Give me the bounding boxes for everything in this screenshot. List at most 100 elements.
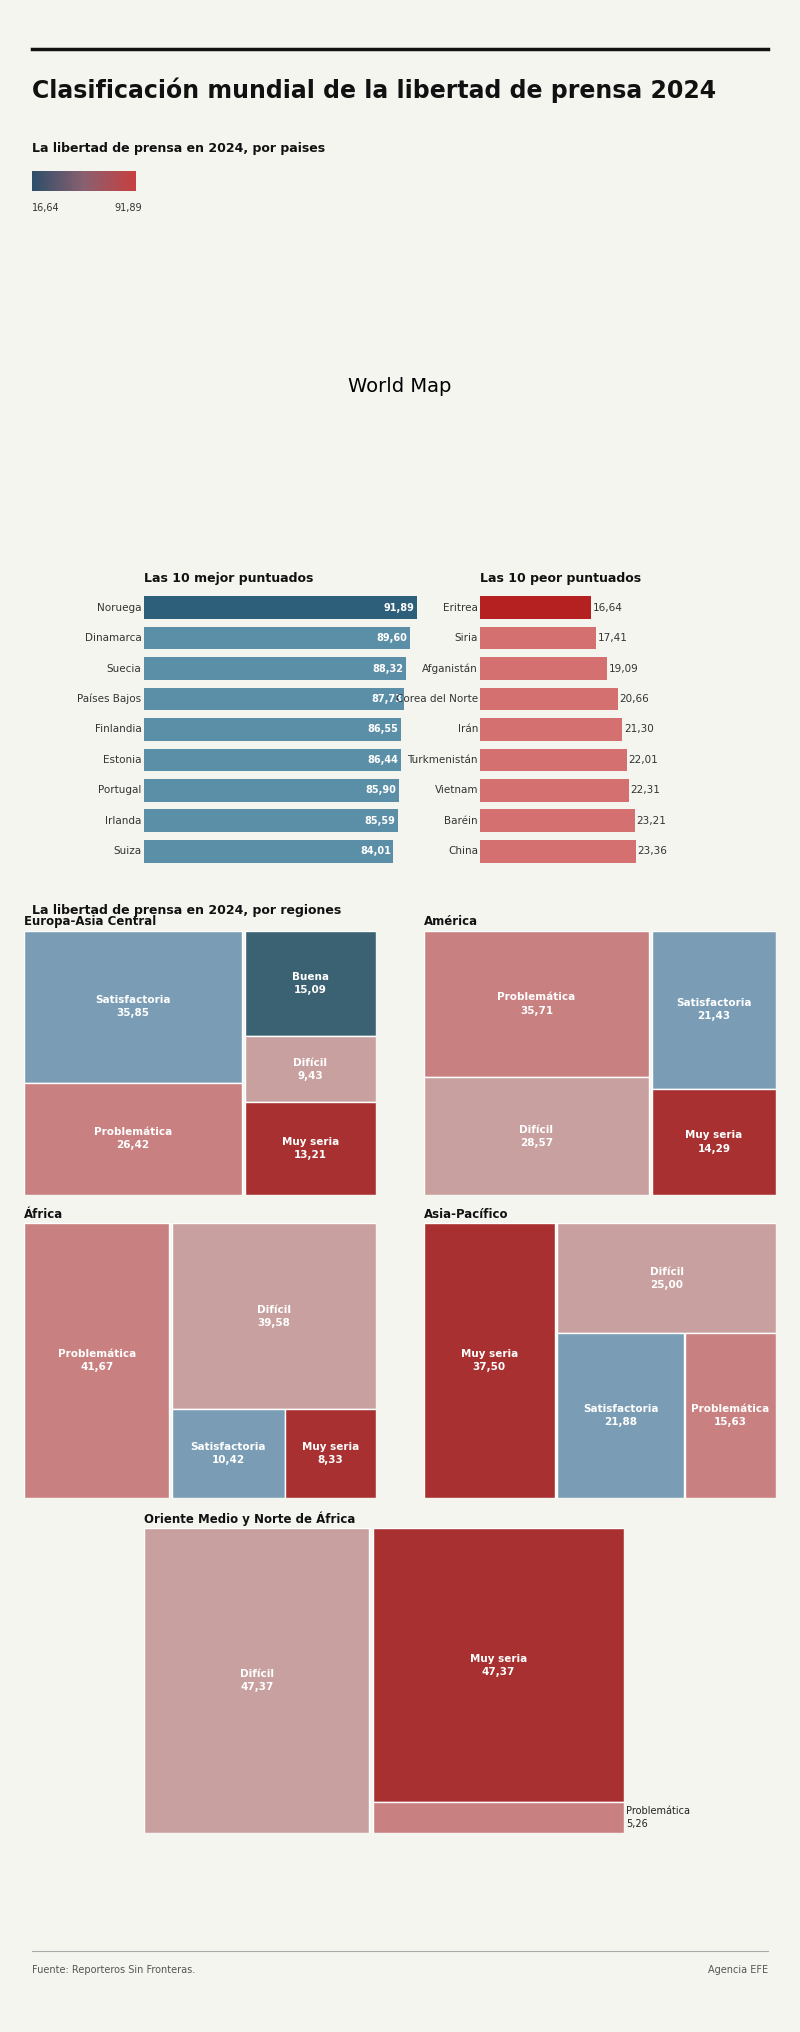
- Bar: [144, 809, 398, 833]
- Text: Satisfactoria
21,88: Satisfactoria 21,88: [583, 1404, 658, 1426]
- Bar: [480, 809, 634, 833]
- Text: 91,89: 91,89: [114, 203, 142, 213]
- Text: Irán: Irán: [458, 725, 478, 734]
- Bar: [144, 626, 410, 650]
- Bar: [424, 931, 649, 1077]
- Text: Fuente: Reporteros Sin Fronteras.: Fuente: Reporteros Sin Fronteras.: [32, 1965, 195, 1975]
- Text: Agencia EFE: Agencia EFE: [708, 1965, 768, 1975]
- Bar: [144, 748, 401, 772]
- Text: Satisfactoria
35,85: Satisfactoria 35,85: [95, 996, 170, 1018]
- Text: Oriente Medio y Norte de África: Oriente Medio y Norte de África: [144, 1512, 355, 1526]
- Text: 84,01: 84,01: [360, 847, 391, 855]
- Text: 17,41: 17,41: [598, 634, 628, 642]
- Bar: [652, 931, 776, 1089]
- Bar: [480, 687, 618, 711]
- Text: Difícil
47,37: Difícil 47,37: [240, 1668, 274, 1693]
- Bar: [24, 931, 242, 1083]
- Bar: [480, 595, 591, 620]
- Text: 91,89: 91,89: [383, 604, 414, 612]
- Bar: [286, 1410, 376, 1498]
- Bar: [245, 1101, 376, 1195]
- Text: China: China: [448, 847, 478, 855]
- Text: Las 10 peor puntuados: Las 10 peor puntuados: [480, 573, 641, 585]
- Text: Muy seria
8,33: Muy seria 8,33: [302, 1443, 359, 1465]
- Text: Problemática
35,71: Problemática 35,71: [498, 992, 575, 1016]
- Bar: [652, 1089, 776, 1195]
- Text: África: África: [24, 1207, 63, 1221]
- Bar: [480, 839, 636, 864]
- Text: 87,73: 87,73: [371, 695, 402, 703]
- Bar: [144, 717, 401, 742]
- Text: 16,64: 16,64: [32, 203, 60, 213]
- Text: 85,90: 85,90: [366, 786, 397, 795]
- Text: Europa-Asia Central: Europa-Asia Central: [24, 914, 156, 929]
- Text: Eritrea: Eritrea: [443, 604, 478, 612]
- Text: Muy seria
47,37: Muy seria 47,37: [470, 1654, 527, 1676]
- Text: Turkmenistán: Turkmenistán: [407, 756, 478, 764]
- Text: Muy seria
37,50: Muy seria 37,50: [461, 1349, 518, 1372]
- Text: 23,21: 23,21: [637, 817, 666, 825]
- Text: 22,31: 22,31: [630, 786, 661, 795]
- Bar: [245, 931, 376, 1036]
- Text: Difícil
9,43: Difícil 9,43: [294, 1059, 327, 1081]
- Bar: [424, 1077, 649, 1195]
- Bar: [24, 1223, 170, 1498]
- Text: Muy seria
13,21: Muy seria 13,21: [282, 1138, 339, 1160]
- Bar: [480, 717, 622, 742]
- Text: 22,01: 22,01: [629, 756, 658, 764]
- Text: 21,30: 21,30: [624, 725, 654, 734]
- Text: Afganistán: Afganistán: [422, 662, 478, 675]
- Text: Problemática
41,67: Problemática 41,67: [58, 1349, 136, 1372]
- Text: 86,44: 86,44: [367, 756, 398, 764]
- Bar: [685, 1333, 776, 1498]
- Text: La libertad de prensa en 2024, por paises: La libertad de prensa en 2024, por paise…: [32, 142, 325, 154]
- Text: Portugal: Portugal: [98, 786, 142, 795]
- Text: Estonia: Estonia: [103, 756, 142, 764]
- Text: Muy seria
14,29: Muy seria 14,29: [686, 1130, 742, 1154]
- Bar: [144, 687, 405, 711]
- Bar: [172, 1410, 285, 1498]
- Bar: [480, 778, 629, 803]
- Text: 16,64: 16,64: [593, 604, 623, 612]
- Text: Siria: Siria: [454, 634, 478, 642]
- Text: Dinamarca: Dinamarca: [85, 634, 142, 642]
- Text: 20,66: 20,66: [620, 695, 650, 703]
- Bar: [480, 626, 596, 650]
- Text: Corea del Norte: Corea del Norte: [396, 695, 478, 703]
- Text: Problemática
15,63: Problemática 15,63: [691, 1404, 770, 1426]
- Bar: [245, 1036, 376, 1101]
- Text: Problemática
5,26: Problemática 5,26: [626, 1806, 690, 1829]
- Text: 88,32: 88,32: [373, 664, 404, 673]
- Bar: [144, 656, 406, 681]
- Bar: [558, 1223, 776, 1333]
- Text: Difícil
28,57: Difícil 28,57: [519, 1124, 554, 1148]
- Bar: [144, 595, 417, 620]
- Text: Noruega: Noruega: [97, 604, 142, 612]
- Text: Clasificación mundial de la libertad de prensa 2024: Clasificación mundial de la libertad de …: [32, 77, 716, 104]
- Text: Difícil
39,58: Difícil 39,58: [257, 1305, 291, 1329]
- Text: La libertad de prensa en 2024, por regiones: La libertad de prensa en 2024, por regio…: [32, 904, 342, 916]
- Bar: [144, 839, 394, 864]
- Text: World Map: World Map: [348, 376, 452, 396]
- Bar: [480, 656, 607, 681]
- Text: 86,55: 86,55: [368, 725, 398, 734]
- Bar: [374, 1528, 624, 1802]
- Text: 89,60: 89,60: [377, 634, 408, 642]
- Text: 23,36: 23,36: [638, 847, 668, 855]
- Bar: [424, 1223, 554, 1498]
- Bar: [480, 748, 626, 772]
- Text: Satisfactoria
21,43: Satisfactoria 21,43: [676, 998, 751, 1022]
- Text: Asia-Pacífico: Asia-Pacífico: [424, 1207, 509, 1221]
- Text: Problemática
26,42: Problemática 26,42: [94, 1128, 172, 1150]
- Text: Finlandia: Finlandia: [95, 725, 142, 734]
- Text: Baréin: Baréin: [444, 817, 478, 825]
- Text: Difícil
25,00: Difícil 25,00: [650, 1266, 684, 1290]
- Text: Suiza: Suiza: [114, 847, 142, 855]
- Bar: [558, 1333, 684, 1498]
- Bar: [144, 1528, 370, 1833]
- Text: Vietnam: Vietnam: [434, 786, 478, 795]
- Text: 19,09: 19,09: [610, 664, 639, 673]
- Text: 85,59: 85,59: [365, 817, 396, 825]
- Text: Satisfactoria
10,42: Satisfactoria 10,42: [190, 1443, 266, 1465]
- Text: Irlanda: Irlanda: [106, 817, 142, 825]
